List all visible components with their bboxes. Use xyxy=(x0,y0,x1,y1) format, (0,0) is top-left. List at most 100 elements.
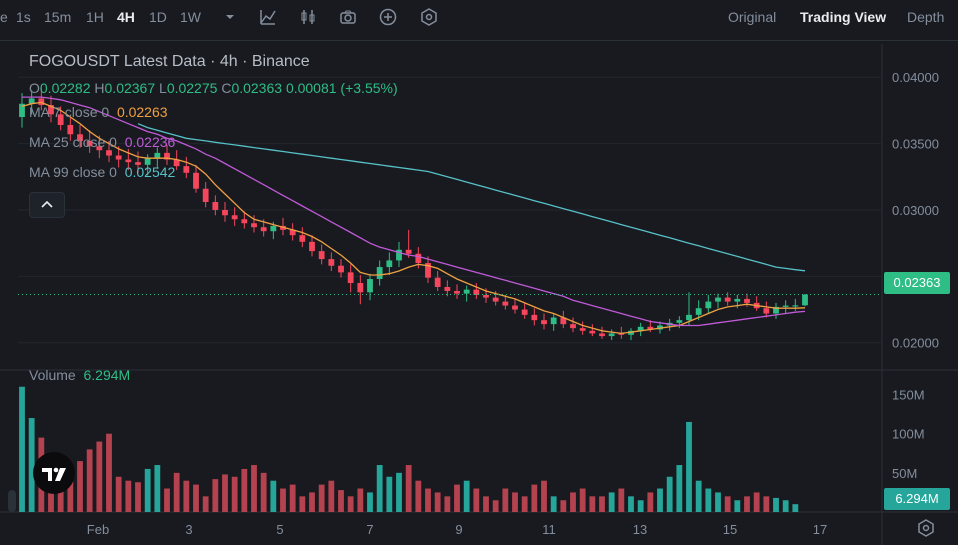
candle-body xyxy=(183,166,190,173)
candle-body xyxy=(367,279,373,293)
candle-body xyxy=(173,159,180,167)
volume-bar xyxy=(251,465,257,512)
candle-body xyxy=(231,215,238,220)
candle-body xyxy=(792,305,799,307)
price-tick-label: 0.03500 xyxy=(892,137,939,152)
view-original[interactable]: Original xyxy=(728,9,777,25)
candle-body xyxy=(425,263,431,278)
time-tick-label: 5 xyxy=(276,522,283,537)
candle-body xyxy=(647,326,654,330)
ma25-line xyxy=(22,96,806,327)
volume-bar xyxy=(715,492,721,512)
volume-bar xyxy=(492,500,499,512)
volume-bar xyxy=(376,465,383,512)
candle-body xyxy=(328,259,335,266)
candle-body xyxy=(212,202,219,210)
volume-bar xyxy=(125,480,132,512)
scroll-left-handle[interactable] xyxy=(8,490,16,512)
volume-bar xyxy=(405,465,412,512)
volume-bar xyxy=(309,492,315,512)
interval-1w[interactable]: 1W xyxy=(180,9,201,25)
volume-bar xyxy=(502,488,509,512)
volume-bar xyxy=(154,465,161,512)
candle-body xyxy=(19,103,25,118)
volume-bar xyxy=(589,496,596,512)
volume-bar xyxy=(444,496,451,512)
volume-bar xyxy=(164,488,170,512)
volume-bar xyxy=(521,496,528,512)
volume-bar xyxy=(260,472,267,512)
candle-body xyxy=(289,229,296,236)
candle-body xyxy=(734,298,741,302)
volume-bar xyxy=(676,465,683,512)
candle-body xyxy=(676,320,683,323)
candle-body xyxy=(77,134,83,141)
candle-body xyxy=(125,159,132,163)
candle-body xyxy=(521,309,528,315)
candle-body xyxy=(193,172,199,189)
candle-body xyxy=(415,253,422,264)
interval-4h[interactable]: 4H xyxy=(117,9,135,25)
volume-bar xyxy=(560,500,567,512)
view-trading-view[interactable]: Trading View xyxy=(800,9,887,25)
time-tick-label: 17 xyxy=(813,522,827,537)
candle-body xyxy=(241,219,248,224)
indicator-line-icon[interactable] xyxy=(258,7,278,27)
interval-1h[interactable]: 1H xyxy=(86,9,104,25)
interval-1s[interactable]: 1s xyxy=(16,9,31,25)
interval-dropdown-icon[interactable] xyxy=(220,7,240,27)
candle-type-icon[interactable] xyxy=(298,7,318,27)
candle-body xyxy=(570,324,576,329)
candle-body xyxy=(686,314,692,321)
candle-body xyxy=(106,150,112,156)
candle-body xyxy=(802,294,808,306)
candle-body xyxy=(454,290,460,294)
time-tick-label: 3 xyxy=(185,522,192,537)
volume-legend: Volume 6.294M xyxy=(29,367,131,383)
candle-body xyxy=(502,301,509,306)
candle-body xyxy=(28,98,35,104)
candle-body xyxy=(347,272,354,283)
add-indicator-icon[interactable] xyxy=(378,7,398,27)
collapse-legend-button[interactable] xyxy=(29,192,65,218)
candle-body xyxy=(318,251,325,260)
candle-body xyxy=(705,301,712,309)
volume-bar xyxy=(183,480,190,512)
candle-body xyxy=(222,209,228,216)
candle-body xyxy=(115,155,122,160)
candle-body xyxy=(135,162,141,165)
volume-bar xyxy=(734,500,741,512)
volume-bar xyxy=(289,484,296,512)
camera-icon[interactable] xyxy=(338,7,358,27)
volume-bar xyxy=(608,492,615,512)
price-tick-label: 0.02000 xyxy=(892,336,939,351)
candle-body xyxy=(473,289,480,295)
price-tick-label: 0.04000 xyxy=(892,70,939,85)
candle-body xyxy=(618,333,625,335)
candle-body xyxy=(202,188,209,202)
volume-bar xyxy=(415,480,422,512)
volume-bar xyxy=(550,496,557,512)
volume-bar xyxy=(222,474,228,512)
volume-bar xyxy=(173,472,180,512)
volume-bar xyxy=(280,488,286,512)
chart-toolbar: e 1s 15m 1H 4H 1D 1W Original Trading Vi… xyxy=(0,0,958,34)
volume-bar xyxy=(144,468,151,512)
interval-1d[interactable]: 1D xyxy=(149,9,167,25)
candle-body xyxy=(463,289,470,294)
volume-bar xyxy=(753,492,760,512)
chart-settings-icon[interactable] xyxy=(916,518,936,538)
ma25-legend: MA 25 close 0 0.02236 xyxy=(29,134,176,150)
volume-bar xyxy=(599,496,605,512)
settings-hex-icon[interactable] xyxy=(419,7,439,27)
volume-bar xyxy=(19,386,25,512)
volume-bar xyxy=(67,468,74,512)
volume-bar xyxy=(628,496,634,512)
view-depth[interactable]: Depth xyxy=(907,9,945,25)
interval-15m[interactable]: 15m xyxy=(44,9,72,25)
volume-bar xyxy=(618,488,625,512)
volume-bar xyxy=(657,488,663,512)
volume-bar xyxy=(483,496,489,512)
tradingview-logo xyxy=(33,452,75,494)
